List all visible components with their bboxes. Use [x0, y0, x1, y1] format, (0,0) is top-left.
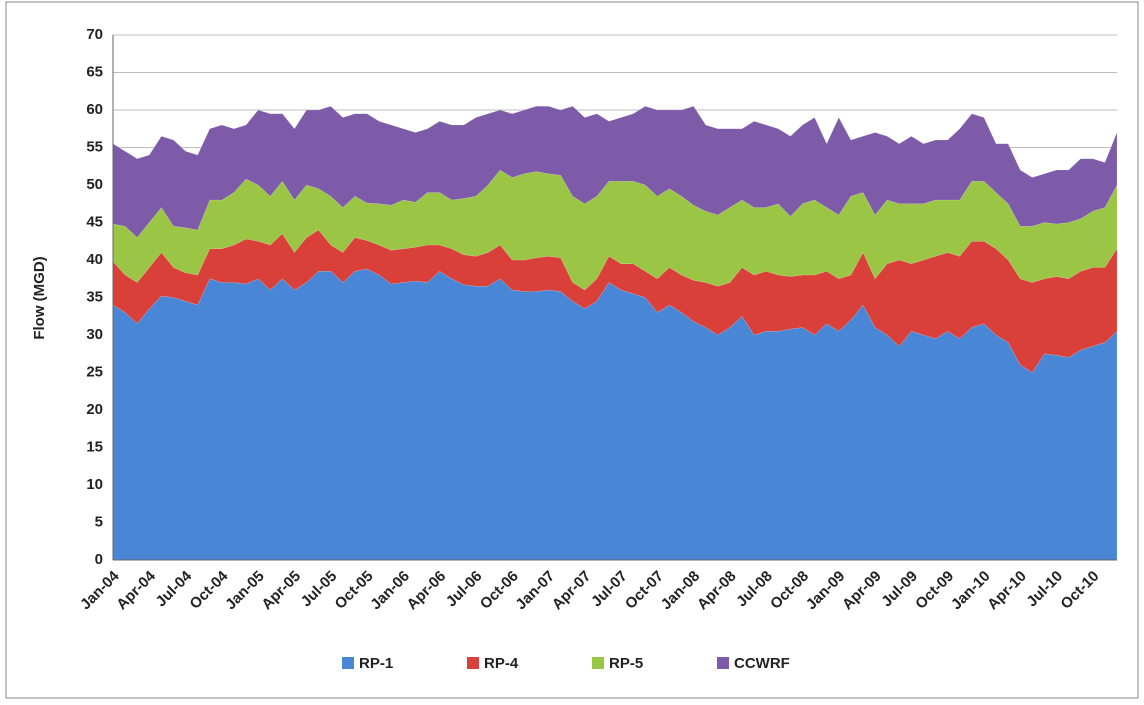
area: [112, 169, 1118, 291]
y-tick-label: 50: [86, 176, 103, 193]
y-tick-label: 25: [86, 363, 103, 380]
y-axis-label: Flow (MGD): [31, 256, 48, 339]
legend-swatch: [467, 657, 479, 669]
y-tick-label: 45: [86, 213, 103, 230]
legend-swatch: [342, 657, 354, 669]
y-tick-label: 70: [86, 26, 103, 43]
legend-label: RP-4: [484, 655, 519, 672]
y-tick-label: 5: [95, 513, 103, 530]
legend-swatch: [717, 657, 729, 669]
y-tick-label: 65: [86, 63, 103, 80]
legend-swatch: [592, 657, 604, 669]
y-tick-label: 20: [86, 401, 103, 418]
area: [112, 105, 1118, 238]
y-tick-label: 55: [86, 138, 103, 155]
y-tick-label: 40: [86, 251, 103, 268]
y-tick-label: 60: [86, 101, 103, 118]
legend-label: RP-1: [359, 655, 393, 672]
y-tick-label: 15: [86, 438, 103, 455]
y-tick-label: 0: [95, 551, 103, 568]
legend-label: RP-5: [609, 655, 643, 672]
y-tick-label: 10: [86, 476, 103, 493]
y-tick-label: 35: [86, 288, 103, 305]
y-tick-label: 30: [86, 326, 103, 343]
legend-label: CCWRF: [734, 655, 790, 672]
